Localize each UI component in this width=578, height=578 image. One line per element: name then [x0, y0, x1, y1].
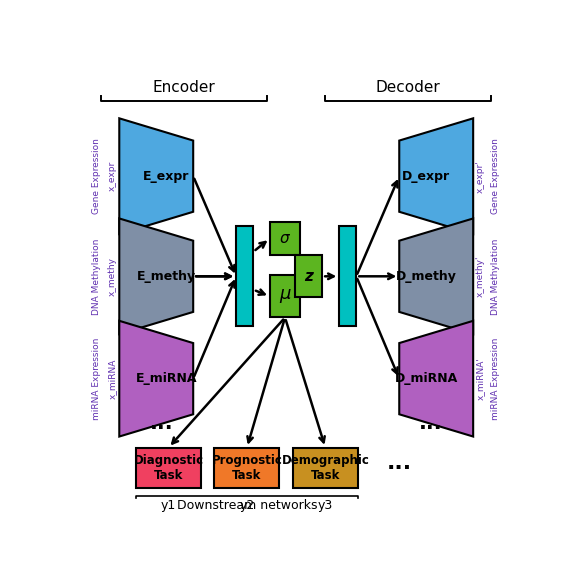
Polygon shape [399, 118, 473, 234]
Polygon shape [399, 321, 473, 436]
Text: x_methy': x_methy' [475, 255, 484, 297]
Text: y3: y3 [318, 499, 333, 512]
Text: x_methy: x_methy [108, 257, 117, 296]
Polygon shape [119, 218, 193, 334]
Text: E_miRNA: E_miRNA [136, 372, 197, 385]
Text: x_miRNA: x_miRNA [108, 358, 117, 399]
Text: ···: ··· [387, 458, 412, 477]
Text: miRNA Expression: miRNA Expression [92, 338, 101, 420]
Text: ···: ··· [419, 418, 442, 438]
Text: Demographic
Task: Demographic Task [281, 454, 369, 481]
Polygon shape [119, 118, 193, 234]
FancyBboxPatch shape [270, 275, 300, 317]
Text: DNA Methylation: DNA Methylation [491, 238, 500, 314]
Text: x_miRNA': x_miRNA' [475, 357, 484, 400]
Text: Encoder: Encoder [153, 80, 216, 95]
FancyBboxPatch shape [293, 447, 358, 488]
FancyBboxPatch shape [339, 226, 356, 327]
Text: D_methy: D_methy [396, 270, 457, 283]
Text: E_expr: E_expr [143, 170, 190, 183]
Text: DNA Methylation: DNA Methylation [92, 238, 101, 314]
Text: Downstream networks: Downstream networks [177, 499, 317, 512]
Text: ···: ··· [150, 418, 173, 438]
Text: D_miRNA: D_miRNA [395, 372, 458, 385]
Text: Diagnostic
Task: Diagnostic Task [134, 454, 203, 481]
Text: Prognostic
Task: Prognostic Task [212, 454, 283, 481]
Text: $\sigma$: $\sigma$ [279, 231, 291, 246]
Polygon shape [119, 321, 193, 436]
Text: y2: y2 [239, 499, 254, 512]
Text: Gene Expression: Gene Expression [491, 138, 500, 214]
FancyBboxPatch shape [295, 255, 322, 298]
Text: y1: y1 [161, 499, 176, 512]
Text: z: z [305, 269, 313, 284]
Text: E_methy: E_methy [137, 270, 196, 283]
Text: D_expr: D_expr [402, 170, 450, 183]
FancyBboxPatch shape [214, 447, 279, 488]
Text: x_expr: x_expr [108, 161, 117, 191]
Text: miRNA Expression: miRNA Expression [491, 338, 500, 420]
FancyBboxPatch shape [136, 447, 201, 488]
Text: x_expr': x_expr' [475, 160, 484, 192]
Text: Decoder: Decoder [376, 80, 440, 95]
Text: Gene Expression: Gene Expression [92, 138, 101, 214]
Text: $\mu$: $\mu$ [279, 287, 291, 305]
FancyBboxPatch shape [236, 226, 253, 327]
FancyBboxPatch shape [270, 222, 300, 255]
Polygon shape [399, 218, 473, 334]
